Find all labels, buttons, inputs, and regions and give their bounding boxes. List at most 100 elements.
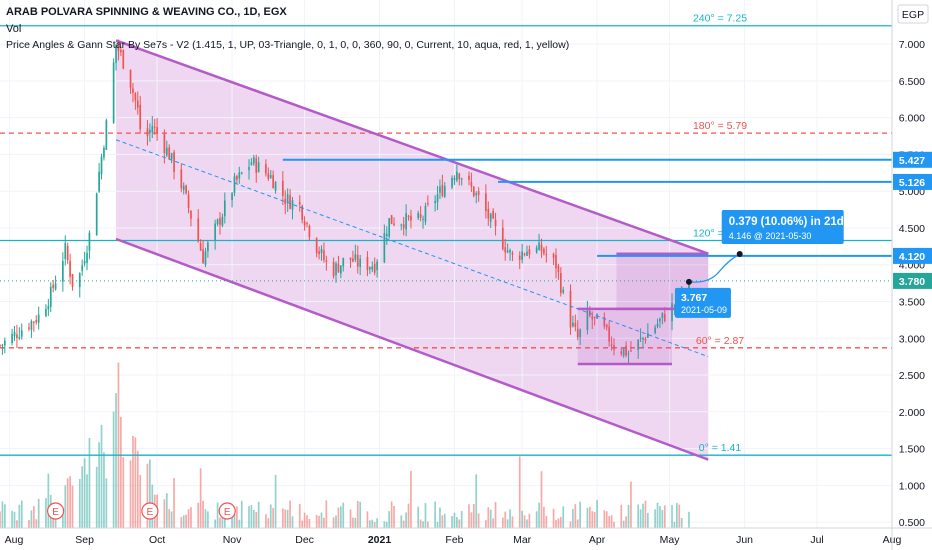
gann-level-label: 60° = 2.87 — [696, 335, 744, 347]
volume-bar — [32, 506, 35, 528]
candle — [149, 129, 151, 134]
candle — [45, 308, 47, 317]
volume-bar — [45, 498, 47, 528]
volume-bar — [526, 519, 528, 528]
volume-bar — [349, 509, 352, 528]
volume-bar — [663, 505, 666, 528]
candle — [475, 193, 478, 196]
candle — [576, 328, 579, 338]
volume-bar — [555, 520, 557, 528]
candle — [552, 253, 555, 258]
candle — [535, 247, 538, 253]
candle — [255, 158, 258, 173]
channel-fill-layer — [116, 40, 709, 460]
volume-bar — [325, 500, 328, 528]
volume-bar — [673, 521, 676, 528]
gann-level-label: 240° = 7.25 — [693, 13, 747, 25]
projection-start — [685, 278, 692, 285]
volume-bar — [627, 504, 630, 528]
volume-bar — [419, 519, 422, 528]
volume-bar — [656, 502, 659, 528]
candle — [0, 345, 1, 347]
last-price-value: 3.767 — [681, 292, 707, 304]
volume-layer — [0, 362, 690, 528]
candle — [492, 210, 494, 219]
current-price-label: 3.780 — [899, 276, 925, 288]
x-tick-label: 2021 — [368, 534, 392, 546]
candle — [477, 190, 480, 196]
volume-bar — [286, 509, 289, 528]
volume-bar — [202, 500, 204, 528]
candle — [182, 185, 185, 191]
x-tick-label: Feb — [445, 534, 463, 546]
projection-subtext: 4.146 @ 2021-05-30 — [729, 231, 812, 241]
y-tick-label: 2.500 — [899, 370, 925, 382]
volume-bar — [385, 521, 388, 528]
volume-bar — [337, 507, 340, 528]
candle — [605, 324, 608, 328]
volume-bar — [436, 521, 439, 528]
candle — [197, 218, 200, 242]
volume-bar — [35, 519, 38, 528]
volume-bar — [422, 521, 424, 528]
gann-level-label: 0° = 1.41 — [699, 442, 742, 454]
volume-bar — [545, 515, 548, 528]
volume-bar — [301, 520, 304, 528]
volume-bar — [339, 506, 342, 528]
candle — [323, 250, 325, 261]
volume-bar — [95, 466, 98, 528]
candle — [659, 318, 661, 322]
volume-bar — [289, 500, 291, 528]
candle — [456, 171, 458, 181]
volume-bar — [182, 515, 185, 528]
volume-bar — [434, 501, 436, 528]
volume-bar — [173, 478, 175, 528]
candle — [663, 314, 666, 322]
candle — [625, 345, 627, 356]
candle — [485, 193, 487, 212]
gann-level-label: 180° = 5.79 — [693, 120, 747, 132]
candle — [509, 249, 511, 253]
volume-bar — [81, 466, 84, 528]
volume-bar — [315, 514, 318, 528]
volume-bar — [269, 504, 272, 528]
volume-bar — [456, 517, 458, 528]
volume-bar — [71, 485, 74, 528]
volume-bar — [98, 442, 100, 528]
volume-bar — [37, 498, 40, 528]
volume-bar — [335, 515, 337, 528]
volume-bar — [28, 519, 30, 528]
candle — [627, 353, 630, 355]
candle — [139, 104, 142, 130]
volume-bar — [359, 501, 362, 528]
candle — [185, 185, 187, 194]
candle — [574, 322, 577, 327]
candle — [487, 208, 490, 219]
candle — [528, 249, 531, 255]
volume-bar — [407, 503, 410, 528]
candle — [427, 203, 429, 205]
volume-bar — [64, 485, 67, 528]
volume-bar — [284, 509, 287, 528]
volume-bar — [180, 517, 183, 528]
volume-bar — [596, 500, 598, 528]
volume-bar — [62, 512, 64, 528]
candle — [257, 162, 260, 173]
volume-bar — [356, 500, 359, 528]
candle — [383, 233, 386, 263]
volume-bar — [427, 521, 429, 528]
volume-bar — [613, 521, 615, 528]
candle — [642, 337, 644, 340]
volume-bar — [86, 474, 88, 528]
candle — [163, 134, 166, 154]
currency-box — [897, 4, 929, 24]
volume-bar — [393, 505, 395, 528]
candle — [219, 218, 221, 225]
y-tick-label: 1.500 — [899, 444, 925, 456]
y-tick-label: 0.500 — [899, 517, 925, 529]
volume-bar — [475, 474, 478, 528]
candle — [559, 273, 562, 294]
volume-bar — [644, 500, 647, 528]
y-tick-label: 3.000 — [899, 333, 925, 345]
